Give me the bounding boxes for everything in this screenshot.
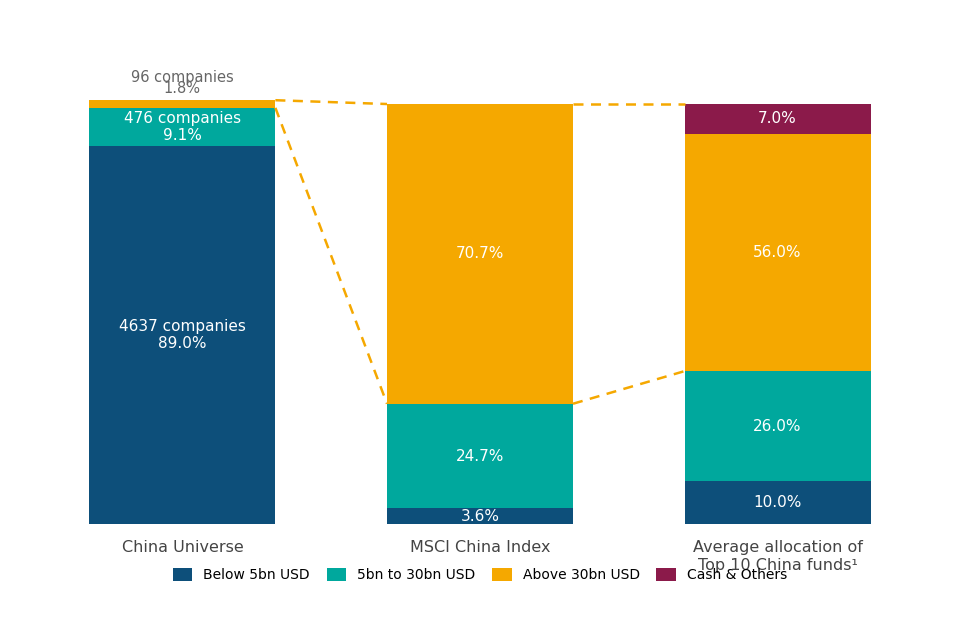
Bar — [684, 104, 871, 134]
Text: 3.6%: 3.6% — [461, 509, 499, 523]
Text: 26.0%: 26.0% — [754, 419, 802, 434]
Text: 476 companies
9.1%: 476 companies 9.1% — [124, 111, 241, 143]
Text: 24.7%: 24.7% — [456, 449, 504, 464]
Bar — [387, 509, 573, 524]
Text: 10.0%: 10.0% — [754, 495, 802, 510]
Text: 4637 companies
89.0%: 4637 companies 89.0% — [119, 319, 246, 351]
Text: 56.0%: 56.0% — [754, 245, 802, 260]
Bar — [89, 108, 276, 146]
Legend: Below 5bn USD, 5bn to 30bn USD, Above 30bn USD, Cash & Others: Below 5bn USD, 5bn to 30bn USD, Above 30… — [167, 563, 793, 588]
Bar — [387, 104, 573, 404]
Text: 7.0%: 7.0% — [758, 111, 797, 127]
Text: 70.7%: 70.7% — [456, 247, 504, 261]
Bar — [89, 146, 276, 524]
Bar — [89, 100, 276, 108]
Bar — [387, 404, 573, 509]
Text: 1.8%: 1.8% — [164, 81, 201, 96]
Text: 96 companies: 96 companies — [131, 70, 234, 86]
Bar — [684, 371, 871, 481]
Bar — [684, 134, 871, 371]
Bar — [684, 481, 871, 524]
